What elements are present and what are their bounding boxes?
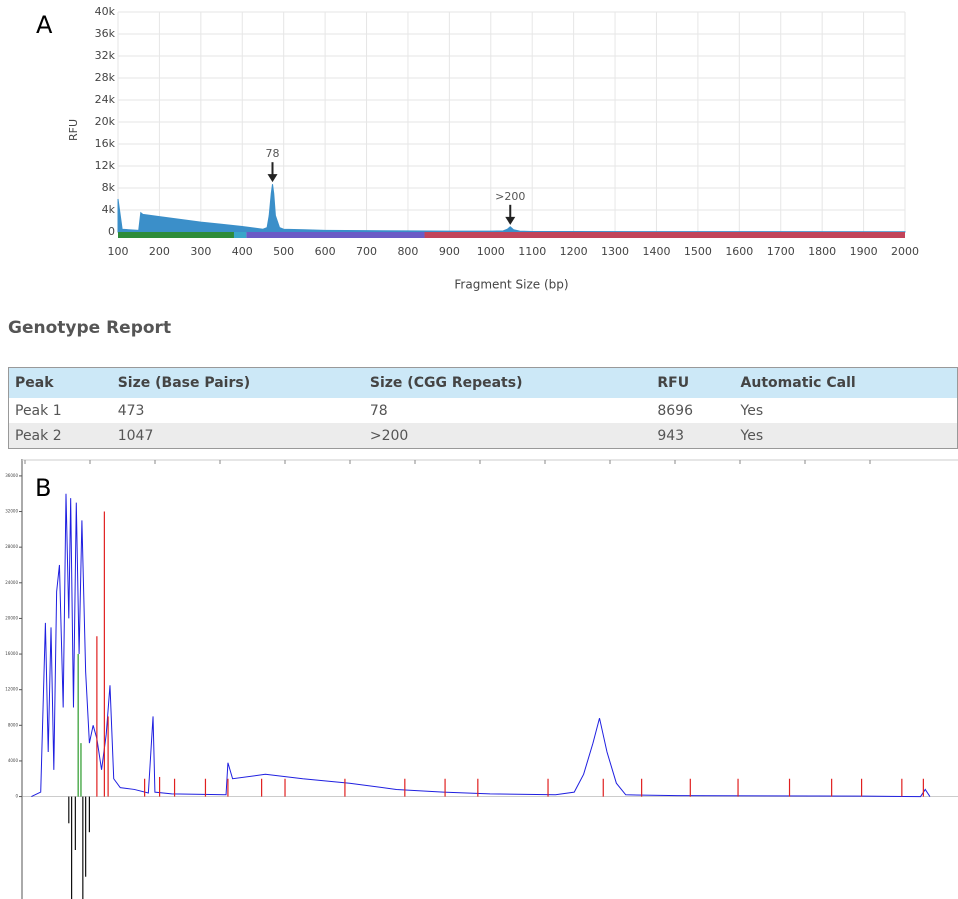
table-cell: 1047 bbox=[111, 423, 364, 449]
y-tick-label: 36000 bbox=[5, 473, 18, 478]
x-tick-label: 2000 bbox=[891, 245, 919, 258]
table-cell: Yes bbox=[740, 402, 764, 419]
x-tick-label: 1100 bbox=[518, 245, 546, 258]
table-cell: Peak 1 bbox=[15, 402, 62, 419]
chart-b: B 0 4000 8000 12000 16000 20000 24000 28000 32000… bbox=[5, 459, 958, 899]
genotype-table: Peak Size (Base Pairs) Size (CGG Repeats) R… bbox=[8, 367, 958, 449]
x-tick-label: 900 bbox=[439, 245, 460, 258]
table-cell: 473 bbox=[117, 402, 145, 419]
report-title: Genotype Report bbox=[8, 318, 172, 338]
y-tick-label: 4000 bbox=[8, 758, 19, 763]
chart-a: A 0 4k 8k 12k 16k 20k 24k 28k 32k 36k 40k 100 200 300 4… bbox=[36, 5, 919, 292]
x-tick-label: 1900 bbox=[850, 245, 878, 258]
y-tick-label: 28000 bbox=[5, 544, 18, 549]
y-tick-label: 20k bbox=[95, 115, 116, 128]
y-tick-label: 0 bbox=[108, 225, 115, 238]
y-tick-label: 8000 bbox=[8, 722, 19, 727]
x-tick-label: 600 bbox=[315, 245, 336, 258]
arrow-head bbox=[267, 174, 278, 183]
size-band bbox=[246, 232, 425, 238]
table-cell: Yes bbox=[734, 423, 958, 449]
size-band bbox=[233, 232, 247, 238]
table-cell: 78 bbox=[369, 402, 388, 419]
x-tick-label: 1400 bbox=[642, 245, 670, 258]
x-tick-label: 200 bbox=[149, 245, 170, 258]
table-cell: Peak 2 bbox=[8, 423, 112, 449]
y-axis-label: RFU bbox=[67, 119, 80, 141]
x-tick-label: 1500 bbox=[684, 245, 712, 258]
y-tick-label: 28k bbox=[95, 71, 116, 84]
arrow-head bbox=[505, 216, 516, 225]
x-tick-label: 800 bbox=[397, 245, 418, 258]
table-row: Peak 1 473 78 8696 Yes bbox=[9, 398, 958, 423]
x-tick-label: 1200 bbox=[560, 245, 588, 258]
x-tick-label: 700 bbox=[356, 245, 377, 258]
size-band bbox=[118, 232, 234, 238]
table-row: Peak 2 1047 >200 943 Yes bbox=[8, 423, 958, 449]
y-tick-label: 8k bbox=[102, 181, 116, 194]
table-cell: 943 bbox=[651, 423, 735, 449]
x-tick-label: 100 bbox=[108, 245, 129, 258]
x-tick-label: 1300 bbox=[601, 245, 629, 258]
area bbox=[117, 184, 906, 233]
panel-label: A bbox=[36, 11, 53, 39]
annotation: 78 bbox=[266, 147, 280, 160]
table-cell: >200 bbox=[363, 423, 652, 449]
trace bbox=[31, 493, 931, 798]
y-tick-label: 32k bbox=[95, 49, 116, 62]
y-tick-label: 12k bbox=[95, 159, 116, 172]
y-tick-label: 32000 bbox=[5, 509, 18, 514]
y-tick-label: 16k bbox=[95, 137, 116, 150]
x-tick-label: 1000 bbox=[477, 245, 505, 258]
y-tick-label: 16000 bbox=[5, 651, 18, 656]
x-axis-label: Fragment Size (bp) bbox=[454, 278, 568, 292]
y-tick-label: 24000 bbox=[5, 580, 18, 585]
size-band bbox=[424, 232, 905, 238]
y-tick-label: 4k bbox=[102, 203, 116, 216]
y-tick-label: 20000 bbox=[5, 615, 18, 620]
x-tick-label: 300 bbox=[190, 245, 211, 258]
panel-label: B bbox=[35, 474, 51, 502]
header-cell: Peak bbox=[8, 367, 112, 398]
header-cell: RFU bbox=[651, 367, 735, 398]
y-tick-label: 0 bbox=[15, 794, 18, 799]
x-tick-label: 1800 bbox=[808, 245, 836, 258]
y-tick-label: 40k bbox=[95, 5, 116, 18]
header-cell: Automatic Call bbox=[734, 367, 958, 398]
x-tick-label: 1600 bbox=[725, 245, 753, 258]
y-tick-label: 12000 bbox=[5, 687, 18, 692]
header-row: Peak Size (Base Pairs) Size (CGG Repeats) R… bbox=[8, 367, 958, 398]
table-cell: 8696 bbox=[657, 402, 693, 419]
annotation: >200 bbox=[495, 190, 525, 203]
x-tick-label: 500 bbox=[273, 245, 294, 258]
y-tick-label: 36k bbox=[95, 27, 116, 40]
header-cell: Size (Base Pairs) bbox=[111, 367, 364, 398]
y-tick-label: 24k bbox=[95, 93, 116, 106]
header-cell: Size (CGG Repeats) bbox=[363, 367, 652, 398]
x-tick-label: 400 bbox=[232, 245, 253, 258]
x-tick-label: 1700 bbox=[767, 245, 795, 258]
